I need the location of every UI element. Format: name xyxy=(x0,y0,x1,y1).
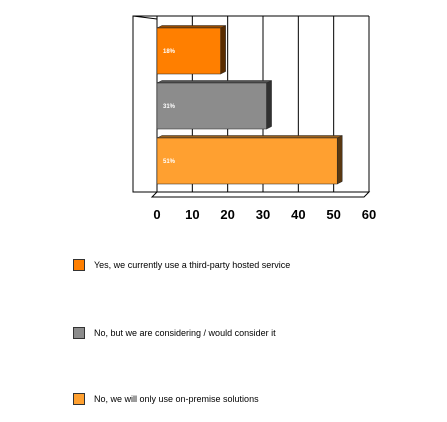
bar-3: 51% xyxy=(156,135,343,185)
x-tick-label: 40 xyxy=(291,207,305,222)
x-tick-label: 60 xyxy=(362,207,376,222)
bar-side xyxy=(220,25,226,75)
legend-label: No, but we are considering / would consi… xyxy=(94,328,276,338)
bar-front xyxy=(156,27,221,75)
bar-data-label: 31% xyxy=(163,104,176,110)
x-tick-label: 20 xyxy=(220,207,234,222)
bar-top xyxy=(156,135,343,139)
bar-side xyxy=(266,80,272,130)
x-tick-label: 10 xyxy=(185,207,199,222)
bar-front xyxy=(156,82,267,130)
bar-1: 18% xyxy=(156,25,226,75)
axes xyxy=(132,15,371,198)
chart-floor xyxy=(150,191,371,198)
bar-data-label: 51% xyxy=(163,159,176,165)
legend-swatch xyxy=(73,393,85,405)
legend-swatch xyxy=(73,327,85,339)
x-tick-label: 50 xyxy=(326,207,340,222)
x-tick-label: 30 xyxy=(256,207,270,222)
bar-side xyxy=(336,135,343,185)
x-tick-labels: 0 10 20 30 40 50 60 xyxy=(153,207,376,222)
side-wall xyxy=(132,15,158,193)
bar-top xyxy=(156,80,272,84)
bars: 18% 31% 51% xyxy=(156,25,343,185)
legend-item-on-premise: No, we will only use on-premise solution… xyxy=(73,392,259,406)
legend-item-considering: No, but we are considering / would consi… xyxy=(73,326,276,340)
legend-swatch xyxy=(73,259,85,271)
depth-line xyxy=(132,15,158,20)
legend-label: No, we will only use on-premise solution… xyxy=(94,394,259,404)
legend-item-hosted: Yes, we currently use a third-party host… xyxy=(73,258,290,272)
bar-2: 31% xyxy=(156,80,272,130)
bar-data-label: 18% xyxy=(163,49,176,55)
x-tick-label: 0 xyxy=(153,207,160,222)
legend-label: Yes, we currently use a third-party host… xyxy=(94,260,291,270)
bar-front xyxy=(156,137,338,185)
bar-top xyxy=(156,25,226,29)
